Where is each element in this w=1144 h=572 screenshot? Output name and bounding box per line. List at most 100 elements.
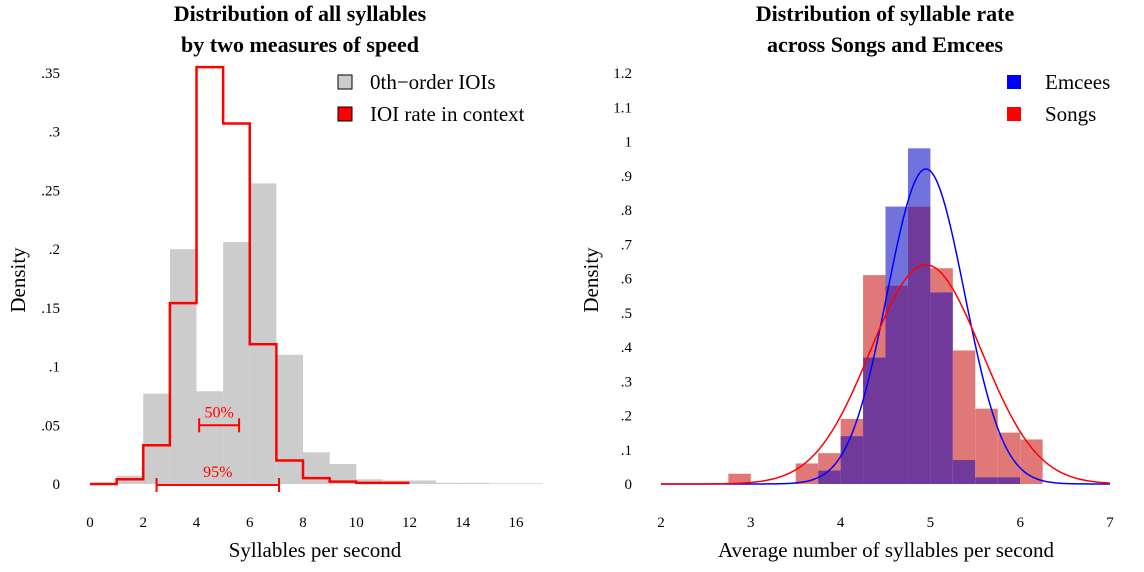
left-y-tick-label: .3 xyxy=(49,125,60,141)
grey-bar xyxy=(329,464,357,484)
overlap-bar xyxy=(840,436,864,484)
legend-swatch-emcees xyxy=(1007,75,1021,89)
right-x-tick-label: 2 xyxy=(657,515,665,531)
ioi-rate-step-line xyxy=(90,65,410,486)
right-x-tick-label: 6 xyxy=(1016,515,1024,531)
left-bars-layer xyxy=(116,183,543,484)
left-title-line-1: Distribution of all syllables xyxy=(174,1,427,26)
songs-bar xyxy=(930,268,953,293)
overlap-bar xyxy=(818,470,841,484)
right-x-ticks: 2 3 4 5 6 7 xyxy=(657,515,1114,531)
legend-label-songs: Songs xyxy=(1045,102,1096,126)
right-y-ticks: 0 .1 .2 .3 .4 .5 .6 .7 .8 .9 1 1.1 1.2 xyxy=(613,66,632,493)
grey-bar xyxy=(276,354,303,484)
left-step-layer xyxy=(90,65,410,486)
right-y-tick-label: 0 xyxy=(625,477,633,493)
legend-label-emcees: Emcees xyxy=(1045,70,1110,94)
legend-swatch-songs xyxy=(1007,107,1021,121)
right-y-tick-label: .4 xyxy=(621,340,633,356)
right-y-tick-label: .3 xyxy=(621,374,632,390)
overlap-bar xyxy=(952,460,976,484)
left-x-tick-label: 6 xyxy=(246,515,254,531)
grey-bar xyxy=(516,483,543,484)
songs-bar xyxy=(952,350,976,461)
left-panel: Distribution of all syllables by two mea… xyxy=(6,1,543,562)
right-y-tick-label: .9 xyxy=(621,169,632,185)
grey-bar xyxy=(489,483,516,484)
grey-bar xyxy=(436,482,463,484)
grey-bar xyxy=(223,242,250,484)
left-y-tick-label: .2 xyxy=(49,242,60,258)
left-x-axis-label: Syllables per second xyxy=(229,538,402,562)
left-y-tick-label: .25 xyxy=(41,183,60,199)
right-y-axis-label: Density xyxy=(579,247,603,313)
right-legend: Emcees Songs xyxy=(1007,70,1110,126)
left-x-tick-label: 12 xyxy=(402,515,417,531)
songs-bar xyxy=(997,432,1021,478)
overlap-bar xyxy=(907,206,931,484)
annotation-label: 50% xyxy=(204,404,233,421)
left-y-tick-label: 0 xyxy=(53,477,61,493)
left-x-tick-label: 8 xyxy=(299,515,307,531)
left-y-tick-label: .05 xyxy=(41,418,60,434)
right-y-tick-label: .5 xyxy=(621,306,632,322)
right-x-tick-label: 4 xyxy=(837,515,845,531)
right-x-tick-label: 3 xyxy=(747,515,755,531)
right-title-line-1: Distribution of syllable rate xyxy=(756,1,1015,26)
right-x-axis-label: Average number of syllables per second xyxy=(718,538,1055,562)
songs-bar xyxy=(795,463,819,484)
grey-bar xyxy=(143,393,170,484)
songs-bar xyxy=(975,408,998,478)
right-y-tick-label: .8 xyxy=(621,203,632,219)
left-title-line-2: by two measures of speed xyxy=(181,32,419,57)
left-y-ticks: 0 .05 .1 .15 .2 .25 .3 .35 xyxy=(41,66,60,493)
left-x-ticks: 0 2 4 6 8 10 12 14 16 xyxy=(86,515,524,531)
grey-bar xyxy=(196,391,224,484)
legend-label-0th-order-iois: 0th−order IOIs xyxy=(370,70,496,94)
right-y-tick-label: .1 xyxy=(621,443,632,459)
right-x-tick-label: 7 xyxy=(1106,515,1114,531)
songs-bar xyxy=(728,473,751,484)
left-x-tick-label: 4 xyxy=(193,515,201,531)
overlap-bar xyxy=(885,285,908,484)
right-x-tick-label: 5 xyxy=(927,515,935,531)
right-y-tick-label: .6 xyxy=(621,272,633,288)
left-x-tick-label: 2 xyxy=(140,515,148,531)
grey-bar xyxy=(169,249,197,484)
left-y-axis-label: Density xyxy=(6,247,30,313)
emcees-bar xyxy=(907,148,931,207)
left-y-tick-label: .1 xyxy=(49,360,60,376)
left-y-tick-label: .15 xyxy=(41,301,60,317)
right-y-tick-label: .7 xyxy=(621,237,633,253)
songs-bar xyxy=(818,453,841,471)
grey-bar xyxy=(462,482,490,484)
left-x-tick-label: 16 xyxy=(509,515,525,531)
legend-label-ioi-rate-in-context: IOI rate in context xyxy=(370,102,525,126)
annotation-label: 95% xyxy=(203,464,232,481)
left-legend: 0th−order IOIs IOI rate in context xyxy=(337,70,525,126)
overlap-bar xyxy=(863,357,886,484)
grey-bar xyxy=(249,183,277,484)
songs-bar xyxy=(840,418,864,437)
left-y-tick-label: .35 xyxy=(41,66,60,82)
left-x-tick-label: 10 xyxy=(349,515,364,531)
legend-swatch-ioi-rate-in-context xyxy=(337,106,353,122)
right-y-tick-label: 1.2 xyxy=(613,66,632,82)
songs-bar xyxy=(863,275,886,358)
left-x-tick-label: 14 xyxy=(455,515,471,531)
right-y-tick-label: 1.1 xyxy=(613,100,632,116)
songs-density-curve xyxy=(661,264,1111,485)
right-title-line-2: across Songs and Emcees xyxy=(767,32,1004,57)
right-curves-layer xyxy=(661,168,1111,485)
legend-swatch-0th-order-iois xyxy=(337,74,353,90)
right-bars-layer xyxy=(728,148,1043,484)
overlap-bar xyxy=(997,477,1021,484)
songs-bar xyxy=(1020,439,1043,484)
grey-bar xyxy=(409,480,437,484)
right-y-tick-label: 1 xyxy=(625,135,633,151)
right-y-tick-label: .2 xyxy=(621,409,632,425)
left-annotations-layer: 50% 95% xyxy=(155,404,281,492)
overlap-bar xyxy=(930,292,953,484)
